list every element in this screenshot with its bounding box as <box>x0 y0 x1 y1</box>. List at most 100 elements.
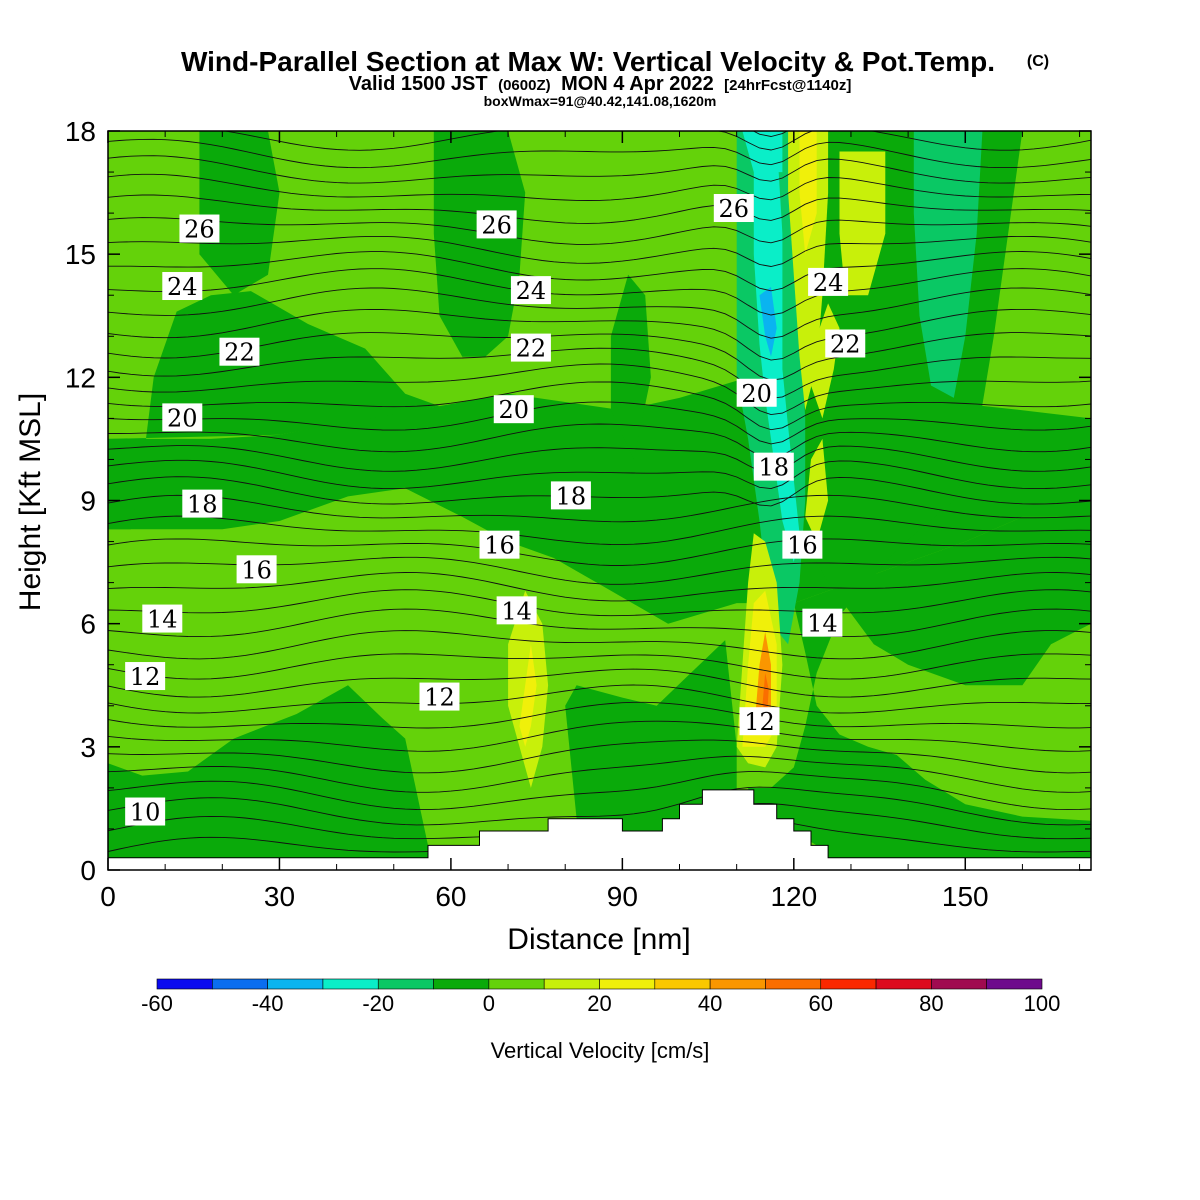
theta-contour-label: 16 <box>236 555 277 584</box>
contour-label-box <box>510 276 551 305</box>
subtitle-zulu: (0600Z) <box>498 77 551 94</box>
x-tick-label: 90 <box>607 881 638 912</box>
theta-contour-line <box>108 217 1091 245</box>
theta-contour-line <box>108 268 1091 316</box>
contour-label-text: 10 <box>130 799 161 827</box>
terrain-mask <box>108 789 1091 870</box>
theta-contour-line <box>108 771 1091 811</box>
vv-region-yellowgreen-14 <box>839 151 886 296</box>
colorbar-swatch <box>765 978 822 990</box>
theta-contour-label: 18 <box>182 489 223 519</box>
vv-region-dark_green-3 <box>433 131 526 357</box>
contour-label-box <box>162 403 203 432</box>
vv-region-cyan-11 <box>742 131 783 173</box>
contour-label-text: 22 <box>224 339 255 367</box>
box-wmax-note: boxWmax=91@40.42,141.08,1620m <box>484 93 717 109</box>
theta-contour-label: 26 <box>713 194 754 223</box>
theta-contour-label: 20 <box>493 395 534 424</box>
contour-label-text: 14 <box>807 610 838 638</box>
theta-contour-line <box>108 572 1091 602</box>
y-tick-label: 15 <box>65 239 96 270</box>
vv-region-dark_green-2 <box>199 131 280 296</box>
contour-label-box <box>802 608 843 637</box>
vv-region-dark_green-5 <box>108 685 428 858</box>
colorbar-swatch <box>267 978 324 990</box>
contour-label-box <box>182 489 223 518</box>
theta-contour-label: 24 <box>510 276 551 305</box>
potential-temperature-contours <box>108 131 1091 862</box>
theta-contour-line <box>108 739 1091 774</box>
contour-labels: 26 24 22 20 18 16 14 12 10 26 24 22 20 18 16 14 12 26 24 22… <box>125 194 866 827</box>
contour-label-text: 18 <box>556 482 587 510</box>
axes: 0 30 60 90 120 150 0 3 6 9 12 15 18 <box>65 116 1091 912</box>
theta-contour-line <box>108 287 1091 339</box>
contour-label-box <box>808 267 849 296</box>
theta-contour-label: 14 <box>496 596 537 625</box>
contour-label-text: 20 <box>167 404 198 432</box>
colorbar-swatch <box>599 978 656 990</box>
x-tick-label: 30 <box>264 881 295 912</box>
theta-contour-line <box>108 538 1091 566</box>
theta-contour-line <box>108 251 1091 292</box>
subtitle-date: MON 4 Apr 2022 <box>561 73 714 95</box>
vv-region-dark_green-6 <box>565 640 737 831</box>
colorbar-tick-label: 0 <box>483 991 495 1016</box>
contour-label-text: 24 <box>516 277 547 305</box>
contour-label-box <box>125 662 166 691</box>
colorbar-swatch <box>654 978 711 990</box>
theta-contour-label: 20 <box>162 403 203 432</box>
theta-contour-label: 14 <box>142 604 183 634</box>
colorbar-swatch <box>931 978 987 990</box>
theta-contour-line <box>108 701 1091 729</box>
y-axis-label: Height [Kft MSL] <box>14 393 47 611</box>
theta-contour-line <box>108 363 1091 416</box>
theta-contour-line <box>108 155 1091 184</box>
colorbar-swatch <box>543 978 600 990</box>
contour-label-text: 12 <box>130 663 161 691</box>
theta-contour-label: 22 <box>825 329 866 358</box>
contour-label-text: 14 <box>501 597 532 625</box>
subtitle-forecast: [24hrFcst@1140z] <box>724 77 851 94</box>
contour-label-text: 16 <box>484 532 515 560</box>
colorbar-swatch <box>488 978 545 990</box>
contour-label-text: 26 <box>719 195 750 223</box>
contour-label-box <box>179 214 220 243</box>
vv-region-lightblue-12 <box>759 287 777 357</box>
colorbar-tick-label: -20 <box>362 991 394 1016</box>
colorbar-tick-label: -40 <box>252 991 284 1016</box>
theta-contour-label: 26 <box>476 210 517 239</box>
theta-contour-line <box>108 459 1091 490</box>
theta-contour-line <box>108 401 1091 445</box>
theta-contour-line <box>108 630 1091 660</box>
theta-contour-label: 18 <box>753 452 794 482</box>
theta-contour-label: 12 <box>419 682 460 712</box>
y-tick-label: 9 <box>80 486 96 517</box>
contour-label-box <box>736 378 777 407</box>
colorbar-tick-label: 60 <box>809 991 833 1016</box>
copyright-mark: (C) <box>1027 53 1049 70</box>
contour-label-box <box>739 707 780 736</box>
colorbar-swatch <box>212 978 268 990</box>
theta-contour-line <box>108 194 1091 224</box>
theta-contour-label: 24 <box>808 267 849 297</box>
theta-contour-line <box>108 423 1091 459</box>
theta-contour-line <box>108 381 1091 431</box>
contour-label-box <box>493 395 534 424</box>
vv-region-dark_green-1 <box>108 291 440 530</box>
contour-label-box <box>219 337 260 366</box>
colorbar: -60 -40 -20 0 20 40 60 80 100 <box>141 978 1060 1016</box>
y-tick-label: 3 <box>80 732 96 763</box>
contour-label-text: 24 <box>167 273 198 301</box>
theta-contour-line <box>108 173 1091 201</box>
contour-label-text: 16 <box>241 556 272 584</box>
theta-contour-line <box>108 589 1091 617</box>
colorbar-tick-label: 40 <box>698 991 722 1016</box>
colorbar-swatch <box>322 978 379 990</box>
colorbar-swatch <box>986 978 1043 990</box>
theta-contour-line <box>108 755 1091 793</box>
contour-label-text: 14 <box>147 606 178 634</box>
theta-contour-label: 14 <box>802 608 843 638</box>
contour-label-box <box>510 333 551 362</box>
colorbar-swatch <box>156 978 213 990</box>
theta-contour-label: 26 <box>179 214 220 244</box>
